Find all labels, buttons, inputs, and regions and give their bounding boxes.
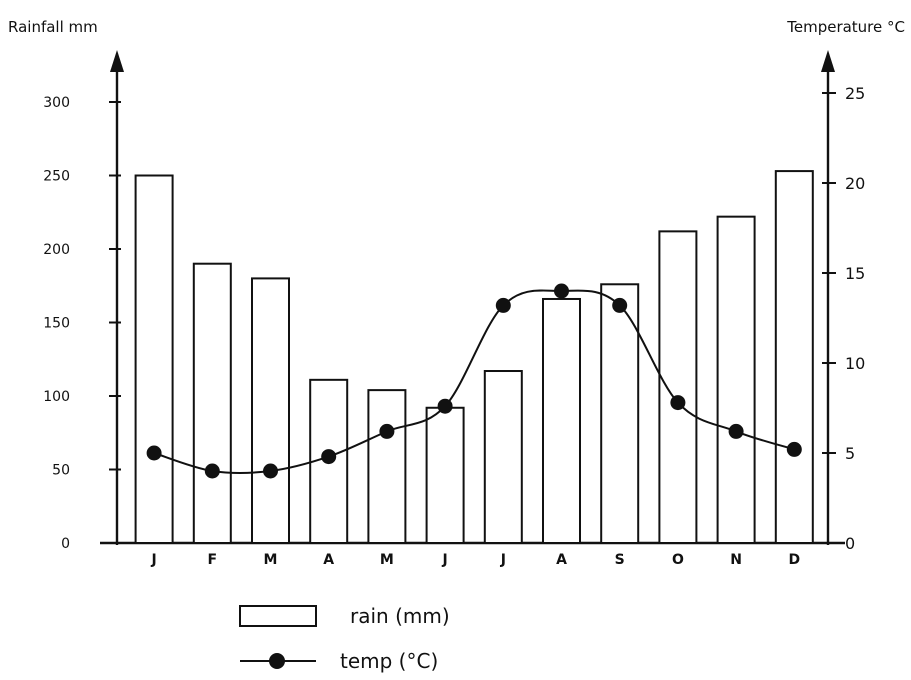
legend: rain (mm) temp (°C): [239, 604, 450, 673]
rain-bar: [716, 215, 756, 544]
temp-point: [554, 283, 569, 299]
left-y-tick-label: 50: [52, 463, 70, 479]
legend-temp-label: temp (°C): [340, 649, 438, 673]
right-y-tick-label: 0: [845, 534, 855, 553]
left-y-tick-label: 300: [43, 95, 70, 111]
right-y-axis-title: Temperature °C: [786, 18, 905, 36]
x-tick-label: J: [150, 552, 156, 568]
left-y-tick-label: 100: [43, 389, 70, 405]
x-tick-label: D: [788, 552, 800, 568]
temp-point: [612, 297, 628, 313]
axis-ticks: J F M A M J J A S O N D 0 50 100 150 200 250 300 0 5 10 15 20 25: [43, 84, 865, 568]
temp-point: [786, 441, 802, 457]
temp-point: [263, 463, 278, 479]
temp-point: [728, 423, 744, 439]
left-y-tick-label: 250: [43, 169, 70, 185]
temp-point: [379, 423, 395, 439]
x-tick-label: M: [380, 552, 394, 568]
right-y-tick-label: 10: [845, 354, 865, 373]
left-y-tick-label: 150: [43, 316, 70, 332]
temp-point: [321, 449, 337, 465]
left-y-tick-label: 0: [61, 536, 70, 552]
rain-bars: [134, 170, 814, 545]
temp-point: [670, 395, 686, 411]
rain-bar: [192, 262, 232, 544]
x-tick-label: F: [208, 552, 218, 568]
legend-rain-swatch: [239, 605, 317, 627]
legend-temp-marker: [269, 653, 285, 669]
right-y-tick-label: 20: [845, 174, 865, 193]
x-tick-label: O: [672, 552, 684, 568]
right-y-tick-label: 25: [845, 84, 865, 103]
axis-labels: Rainfall mm Temperature °C: [8, 18, 905, 36]
x-tick-label: S: [615, 552, 625, 568]
x-tick-label: N: [730, 552, 742, 568]
x-tick-label: M: [264, 552, 278, 568]
x-tick-label: A: [556, 552, 567, 568]
rain-bar: [600, 283, 640, 544]
x-tick-label: J: [441, 552, 447, 568]
rain-bar: [483, 370, 523, 545]
temp-line-series: [146, 283, 802, 479]
temp-line: [153, 289, 795, 475]
rain-bar: [658, 230, 698, 545]
right-y-tick-label: 15: [845, 264, 865, 283]
left-y-tick-label: 200: [43, 242, 70, 258]
rain-bar: [367, 389, 407, 544]
right-y-axis-arrowhead: [821, 50, 835, 72]
rain-bar: [774, 170, 814, 544]
temp-point: [495, 297, 511, 313]
rain-bar: [425, 406, 465, 545]
x-tick-label: J: [500, 552, 506, 568]
rain-bar: [542, 297, 581, 545]
temp-point: [146, 445, 162, 461]
temp-point: [437, 398, 453, 414]
rain-bar: [134, 174, 174, 544]
legend-rain-label: rain (mm): [350, 604, 450, 628]
temp-point: [204, 463, 220, 479]
left-y-axis-arrowhead: [110, 50, 124, 72]
right-y-tick-label: 5: [845, 444, 855, 463]
left-y-axis-title: Rainfall mm: [8, 18, 98, 36]
x-tick-label: A: [323, 552, 334, 568]
rain-bar: [251, 277, 290, 544]
